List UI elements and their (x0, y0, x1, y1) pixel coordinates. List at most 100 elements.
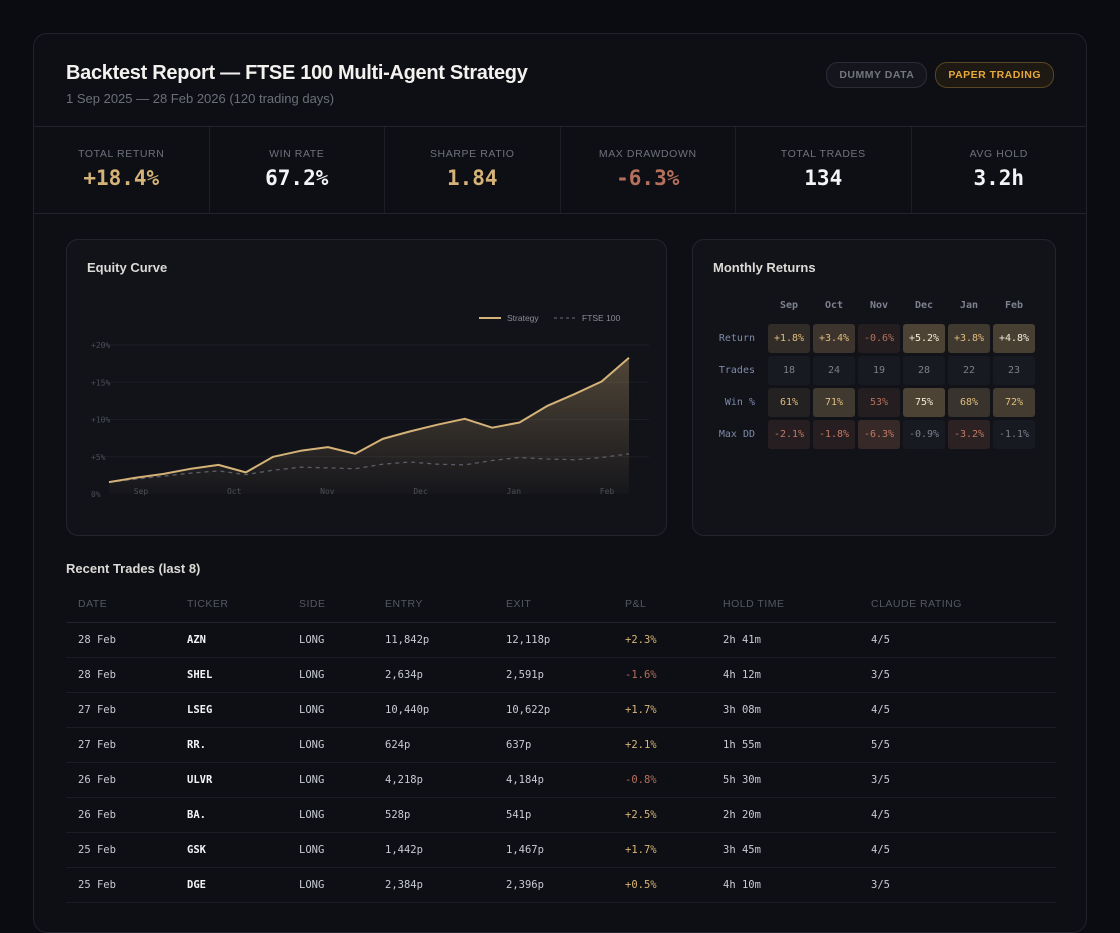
trade-hold-time: 3h 08m (711, 692, 859, 728)
table-row[interactable]: 26 Feb ULVR LONG 4,218p 4,184p -0.8% 5h 30m 3/5 (66, 762, 1056, 798)
legend-ftse-label: FTSE 100 (582, 313, 621, 323)
trade-entry: 624p (373, 727, 494, 763)
trade-hold-time: 2h 41m (711, 622, 859, 658)
kpi-sharpe-ratio: SHARPE RATIO 1.84 (385, 127, 561, 213)
kpi-avg-hold: AVG HOLD 3.2h (912, 127, 1087, 213)
trade-entry: 528p (373, 797, 494, 833)
kpi-value: +18.4% (83, 166, 160, 190)
trade-hold-time: 4h 10m (711, 867, 859, 903)
monthly-cell: -1.8% (813, 420, 855, 449)
monthly-cell: 75% (903, 388, 945, 417)
column-header[interactable]: DATE (66, 587, 175, 623)
column-header[interactable]: ENTRY (373, 587, 494, 623)
table-row[interactable]: 27 Feb RR. LONG 624p 637p +2.1% 1h 55m 5/5 (66, 727, 1056, 763)
kpi-win-rate: WIN RATE 67.2% (210, 127, 385, 213)
trade-exit: 12,118p (494, 622, 613, 658)
trade-entry: 2,384p (373, 867, 494, 903)
trade-ticker: DGE (175, 867, 287, 903)
monthly-cell: 61% (768, 388, 810, 417)
trade-date: 25 Feb (66, 832, 175, 868)
trade-hold-time: 2h 20m (711, 797, 859, 833)
page-title: Backtest Report — FTSE 100 Multi-Agent S… (66, 62, 528, 84)
trade-side: LONG (287, 797, 373, 833)
trade-ticker: BA. (175, 797, 287, 833)
row-label: Max DD (718, 429, 755, 440)
kpi-label: TOTAL TRADES (780, 148, 866, 160)
trade-date: 28 Feb (66, 622, 175, 658)
trade-hold-time: 3h 45m (711, 832, 859, 868)
y-tick-label: +20% (91, 341, 110, 350)
trade-ticker: AZN (175, 622, 287, 658)
trade-ticker: SHEL (175, 657, 287, 693)
monthly-cell: 28 (903, 356, 945, 385)
monthly-cell: -0.9% (903, 420, 945, 449)
table-row[interactable]: 28 Feb AZN LONG 11,842p 12,118p +2.3% 2h 41m 4/… (66, 622, 1056, 658)
trade-entry: 11,842p (373, 622, 494, 658)
column-header[interactable]: CLAUDE RATING (859, 587, 1056, 623)
monthly-cell: -0.6% (858, 324, 900, 353)
trade-date: 27 Feb (66, 727, 175, 763)
month-header: Jan (959, 300, 979, 311)
trade-exit: 2,591p (494, 657, 613, 693)
trade-exit: 2,396p (494, 867, 613, 903)
kpi-label: SHARPE RATIO (429, 148, 515, 160)
trade-exit: 637p (494, 727, 613, 763)
table-row[interactable]: 28 Feb SHEL LONG 2,634p 2,591p -1.6% 4h 12m 3/5 (66, 657, 1056, 693)
column-header[interactable]: HOLD TIME (711, 587, 859, 623)
ftse-line (108, 453, 630, 483)
trade-rating: 3/5 (859, 762, 1056, 798)
monthly-cell: 23 (993, 356, 1035, 385)
trade-exit: 10,622p (494, 692, 613, 728)
month-header: Sep (779, 300, 799, 311)
y-tick-label: +5% (91, 453, 106, 462)
trade-hold-time: 4h 12m (711, 657, 859, 693)
trade-pnl: +2.5% (613, 797, 711, 833)
equity-curve-panel: Equity Curve 0%+5%+10%+15%+20%SepOctNovD… (66, 239, 667, 536)
trade-side: LONG (287, 867, 373, 903)
monthly-cell: 72% (993, 388, 1035, 417)
trade-rating: 4/5 (859, 622, 1056, 658)
monthly-cell: 24 (813, 356, 855, 385)
column-header[interactable]: SIDE (287, 587, 373, 623)
monthly-cell: -1.1% (993, 420, 1035, 449)
table-row[interactable]: 26 Feb BA. LONG 528p 541p +2.5% 2h 20m 4/5 (66, 797, 1056, 833)
trade-pnl: +1.7% (613, 692, 711, 728)
trade-date: 26 Feb (66, 762, 175, 798)
badges: DUMMY DATA PAPER TRADING (826, 62, 1054, 88)
kpi-label: TOTAL RETURN (78, 148, 165, 160)
kpi-total-return: TOTAL RETURN +18.4% (34, 127, 210, 213)
trade-exit: 1,467p (494, 832, 613, 868)
trade-side: LONG (287, 762, 373, 798)
monthly-cell: +4.8% (993, 324, 1035, 353)
column-header[interactable]: P&L (613, 587, 711, 623)
trade-entry: 4,218p (373, 762, 494, 798)
column-header[interactable]: EXIT (494, 587, 613, 623)
trade-side: LONG (287, 692, 373, 728)
trade-entry: 1,442p (373, 832, 494, 868)
trade-pnl: -1.6% (613, 657, 711, 693)
trade-date: 26 Feb (66, 797, 175, 833)
paper-trading-badge: PAPER TRADING (935, 62, 1054, 88)
kpi-value: 1.84 (446, 166, 498, 190)
trade-exit: 541p (494, 797, 613, 833)
trade-ticker: LSEG (175, 692, 287, 728)
trade-exit: 4,184p (494, 762, 613, 798)
recent-trades-title: Recent Trades (last 8) (66, 561, 201, 576)
trade-ticker: ULVR (175, 762, 287, 798)
trades-table: DATE TICKER SIDE ENTRY EXIT P&L HOLD TIME CLAUD… (66, 587, 1056, 903)
monthly-cell: 71% (813, 388, 855, 417)
kpi-label: WIN RATE (269, 148, 325, 160)
trade-ticker: RR. (175, 727, 287, 763)
month-header: Dec (914, 300, 934, 311)
trade-side: LONG (287, 727, 373, 763)
table-row[interactable]: 27 Feb LSEG LONG 10,440p 10,622p +1.7% 3h 08m 4… (66, 692, 1056, 728)
trade-pnl: +1.7% (613, 832, 711, 868)
table-row[interactable]: 25 Feb GSK LONG 1,442p 1,467p +1.7% 3h 45m 4/5 (66, 832, 1056, 868)
table-row[interactable]: 25 Feb DGE LONG 2,384p 2,396p +0.5% 4h 10m 3/5 (66, 867, 1056, 903)
monthly-cell: 53% (858, 388, 900, 417)
column-header[interactable]: TICKER (175, 587, 287, 623)
trade-rating: 4/5 (859, 692, 1056, 728)
month-header: Feb (1004, 300, 1024, 311)
kpi-value: 3.2h (973, 166, 1025, 190)
trade-pnl: -0.8% (613, 762, 711, 798)
